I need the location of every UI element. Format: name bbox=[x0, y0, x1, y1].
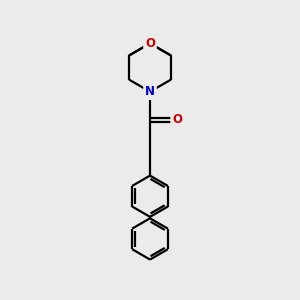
Text: O: O bbox=[145, 37, 155, 50]
Text: N: N bbox=[145, 85, 155, 98]
Text: O: O bbox=[172, 113, 182, 126]
